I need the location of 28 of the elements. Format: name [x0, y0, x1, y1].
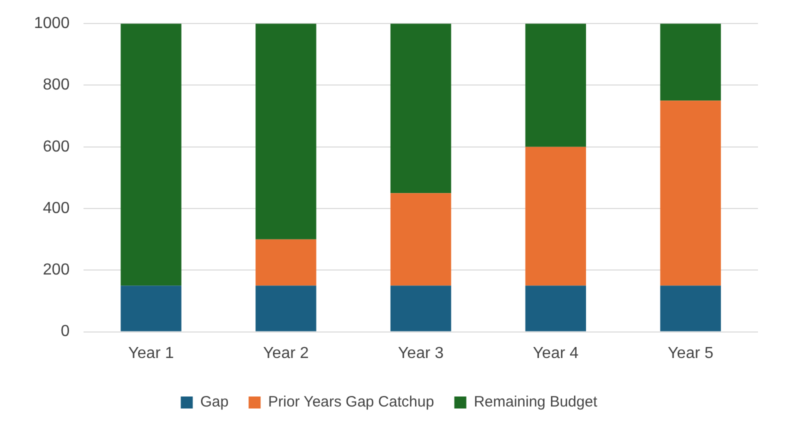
- bar: [660, 100, 721, 286]
- x-tick-label: Year 1: [128, 344, 174, 362]
- y-tick-label: 0: [60, 323, 70, 340]
- bar: [256, 286, 316, 332]
- bar: [256, 239, 316, 286]
- bar: [525, 146, 586, 286]
- bar: [120, 286, 182, 332]
- bar: [390, 24, 452, 194]
- bar: [525, 286, 586, 332]
- bar: [390, 286, 452, 332]
- legend-label: Gap: [200, 394, 229, 411]
- y-tick-label: 200: [42, 262, 70, 279]
- bar: [660, 286, 721, 332]
- bar: [120, 24, 182, 286]
- x-tick-label: Year 2: [263, 344, 309, 362]
- bar: [660, 24, 721, 101]
- bar: [390, 193, 452, 286]
- legend-label: Prior Years Gap Catchup: [268, 394, 434, 411]
- x-tick-label: Year 4: [532, 344, 579, 362]
- y-tick-label: 800: [42, 76, 70, 94]
- y-tick-label: 1000: [34, 15, 70, 32]
- bar: [525, 24, 586, 147]
- y-tick-label: 600: [42, 138, 70, 156]
- y-tick-label: 400: [42, 200, 70, 217]
- bar: [256, 24, 316, 240]
- legend-label: Remaining Budget: [474, 394, 598, 411]
- x-tick-label: Year 5: [668, 344, 714, 362]
- x-tick-label: Year 3: [398, 344, 444, 362]
